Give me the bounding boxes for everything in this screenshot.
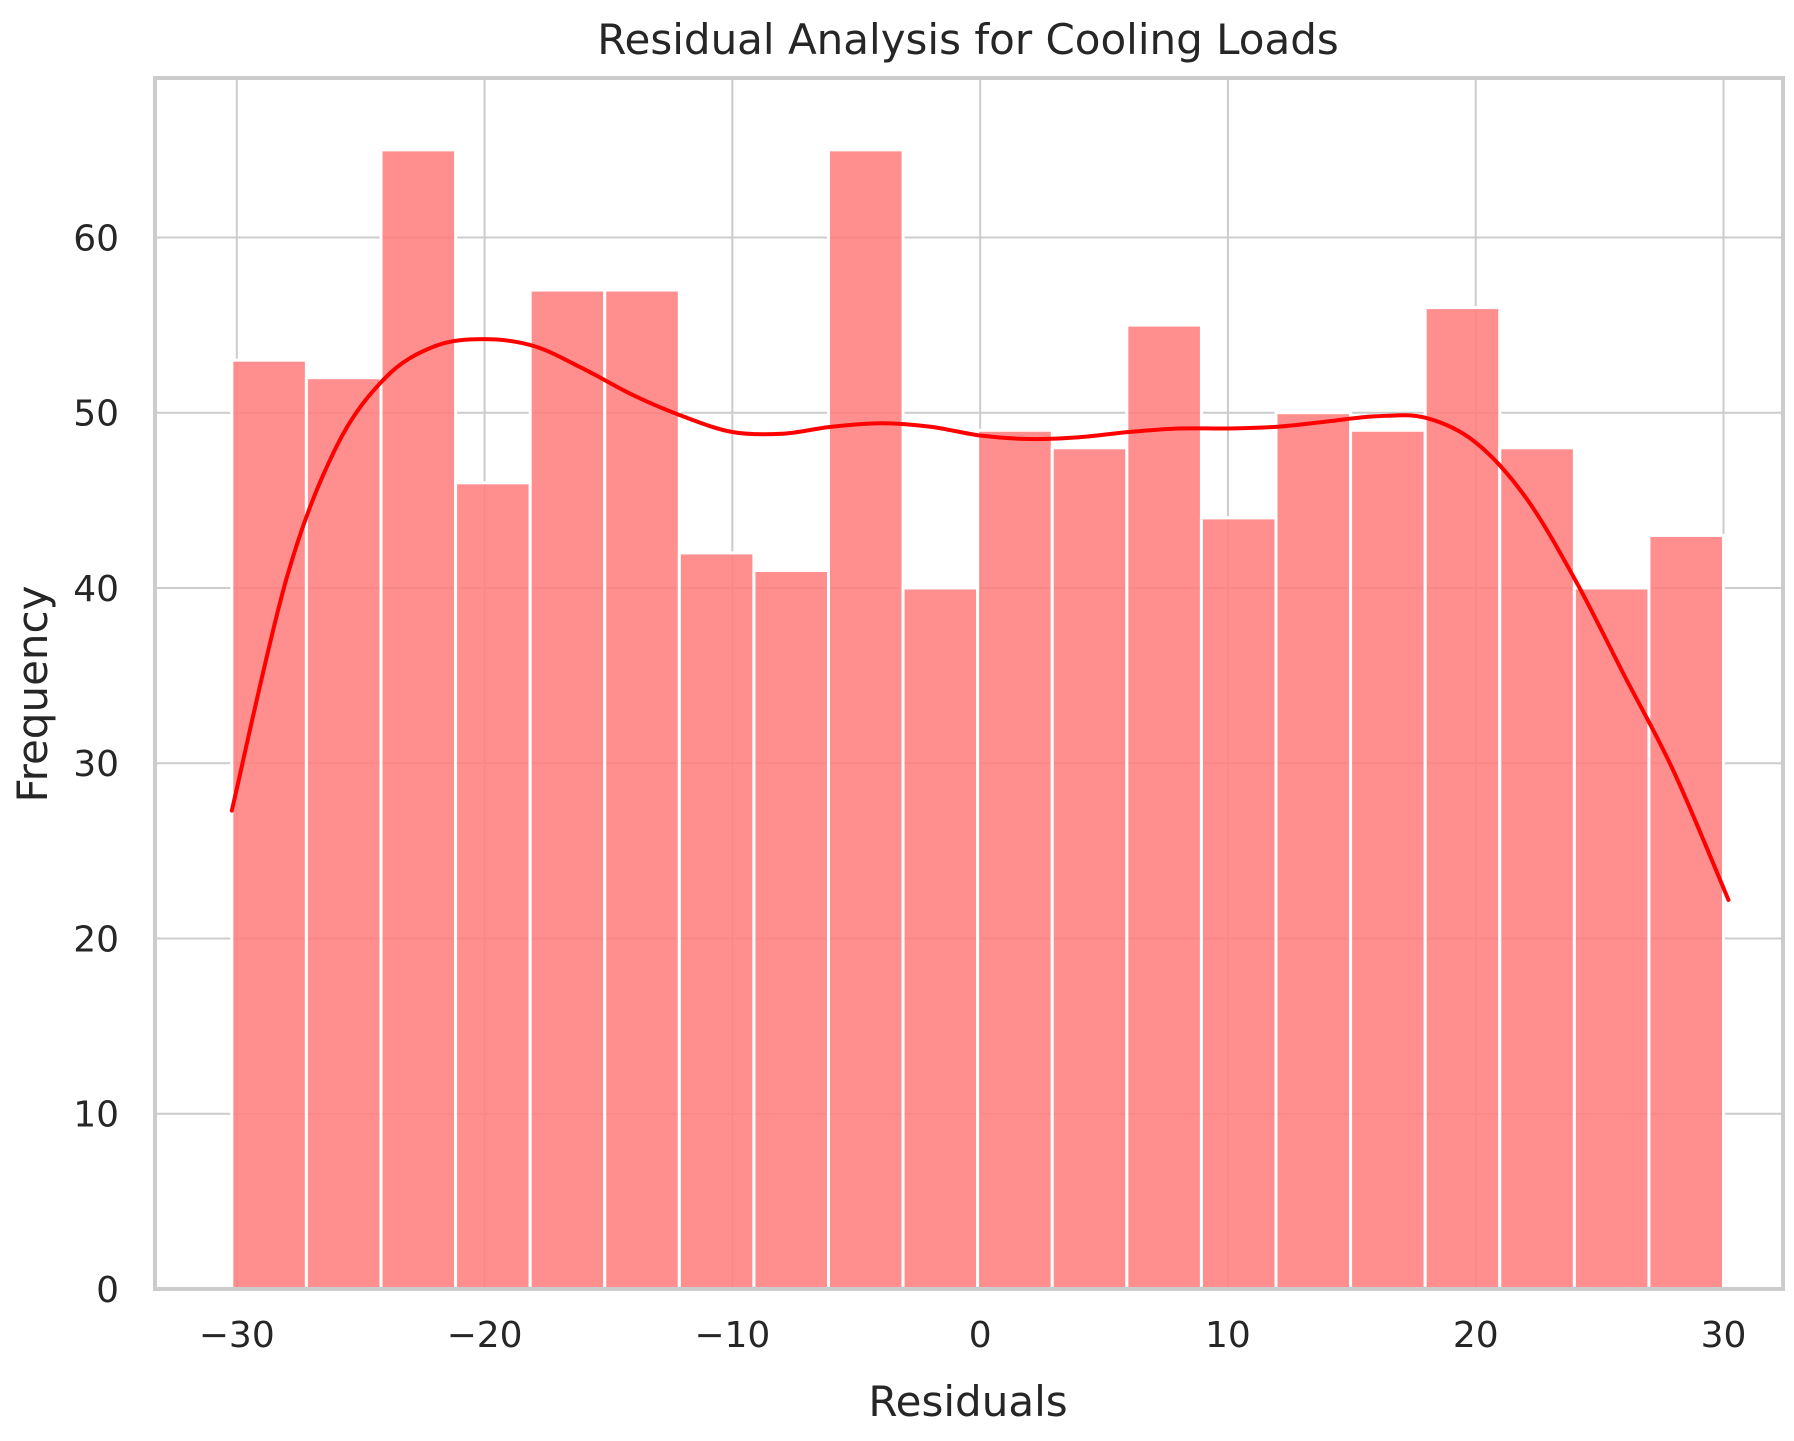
x-tick-label: −30 [199, 1315, 275, 1356]
x-tick-labels: −30 −20 −10 0 10 20 30 [199, 1315, 1747, 1356]
y-tick-labels: 0 10 20 30 40 50 60 [73, 218, 119, 1311]
histogram-bar [1647, 533, 1726, 1291]
histogram-bar [1498, 446, 1576, 1291]
histogram-bar [901, 586, 980, 1291]
x-tick-label: 0 [969, 1315, 992, 1356]
histogram-bar [1199, 516, 1278, 1291]
y-tick-label: 0 [96, 1270, 119, 1311]
y-tick-label: 50 [73, 394, 119, 435]
histogram-bars [230, 148, 1726, 1291]
y-tick-label: 60 [73, 218, 119, 259]
y-tick-label: 20 [73, 919, 119, 960]
histogram-bar [454, 481, 532, 1291]
kde-layer [229, 337, 1731, 902]
plot-frame [153, 76, 1785, 1291]
histogram-bar [603, 288, 681, 1291]
histogram-bar [1572, 586, 1651, 1291]
histogram-bar [379, 148, 458, 1291]
histogram-bar [528, 288, 607, 1291]
histogram-bar [677, 551, 756, 1291]
y-tick-label: 30 [73, 744, 119, 785]
plot-spines [153, 76, 1785, 1291]
x-axis-label: Residuals [868, 1377, 1067, 1426]
histogram-bar [1050, 446, 1129, 1291]
histogram-bar [304, 376, 383, 1291]
chart-title: Residual Analysis for Cooling Loads [597, 15, 1339, 64]
y-tick-label: 10 [73, 1095, 119, 1136]
y-tick-label: 40 [73, 569, 119, 610]
y-axis-label: Frequency [8, 586, 57, 803]
x-tick-label: 30 [1701, 1315, 1747, 1356]
histogram-bar [752, 568, 831, 1291]
x-tick-label: 20 [1453, 1315, 1499, 1356]
histogram-bar [230, 358, 308, 1291]
histogram-bar [1274, 411, 1353, 1291]
histogram-bar [976, 428, 1054, 1291]
x-tick-label: 10 [1205, 1315, 1251, 1356]
x-tick-label: −10 [694, 1315, 770, 1356]
histogram-bar [1349, 428, 1427, 1291]
histogram-bar [1125, 323, 1203, 1291]
histogram-bar [827, 148, 905, 1291]
x-tick-label: −20 [447, 1315, 523, 1356]
kde-line [229, 337, 1731, 902]
